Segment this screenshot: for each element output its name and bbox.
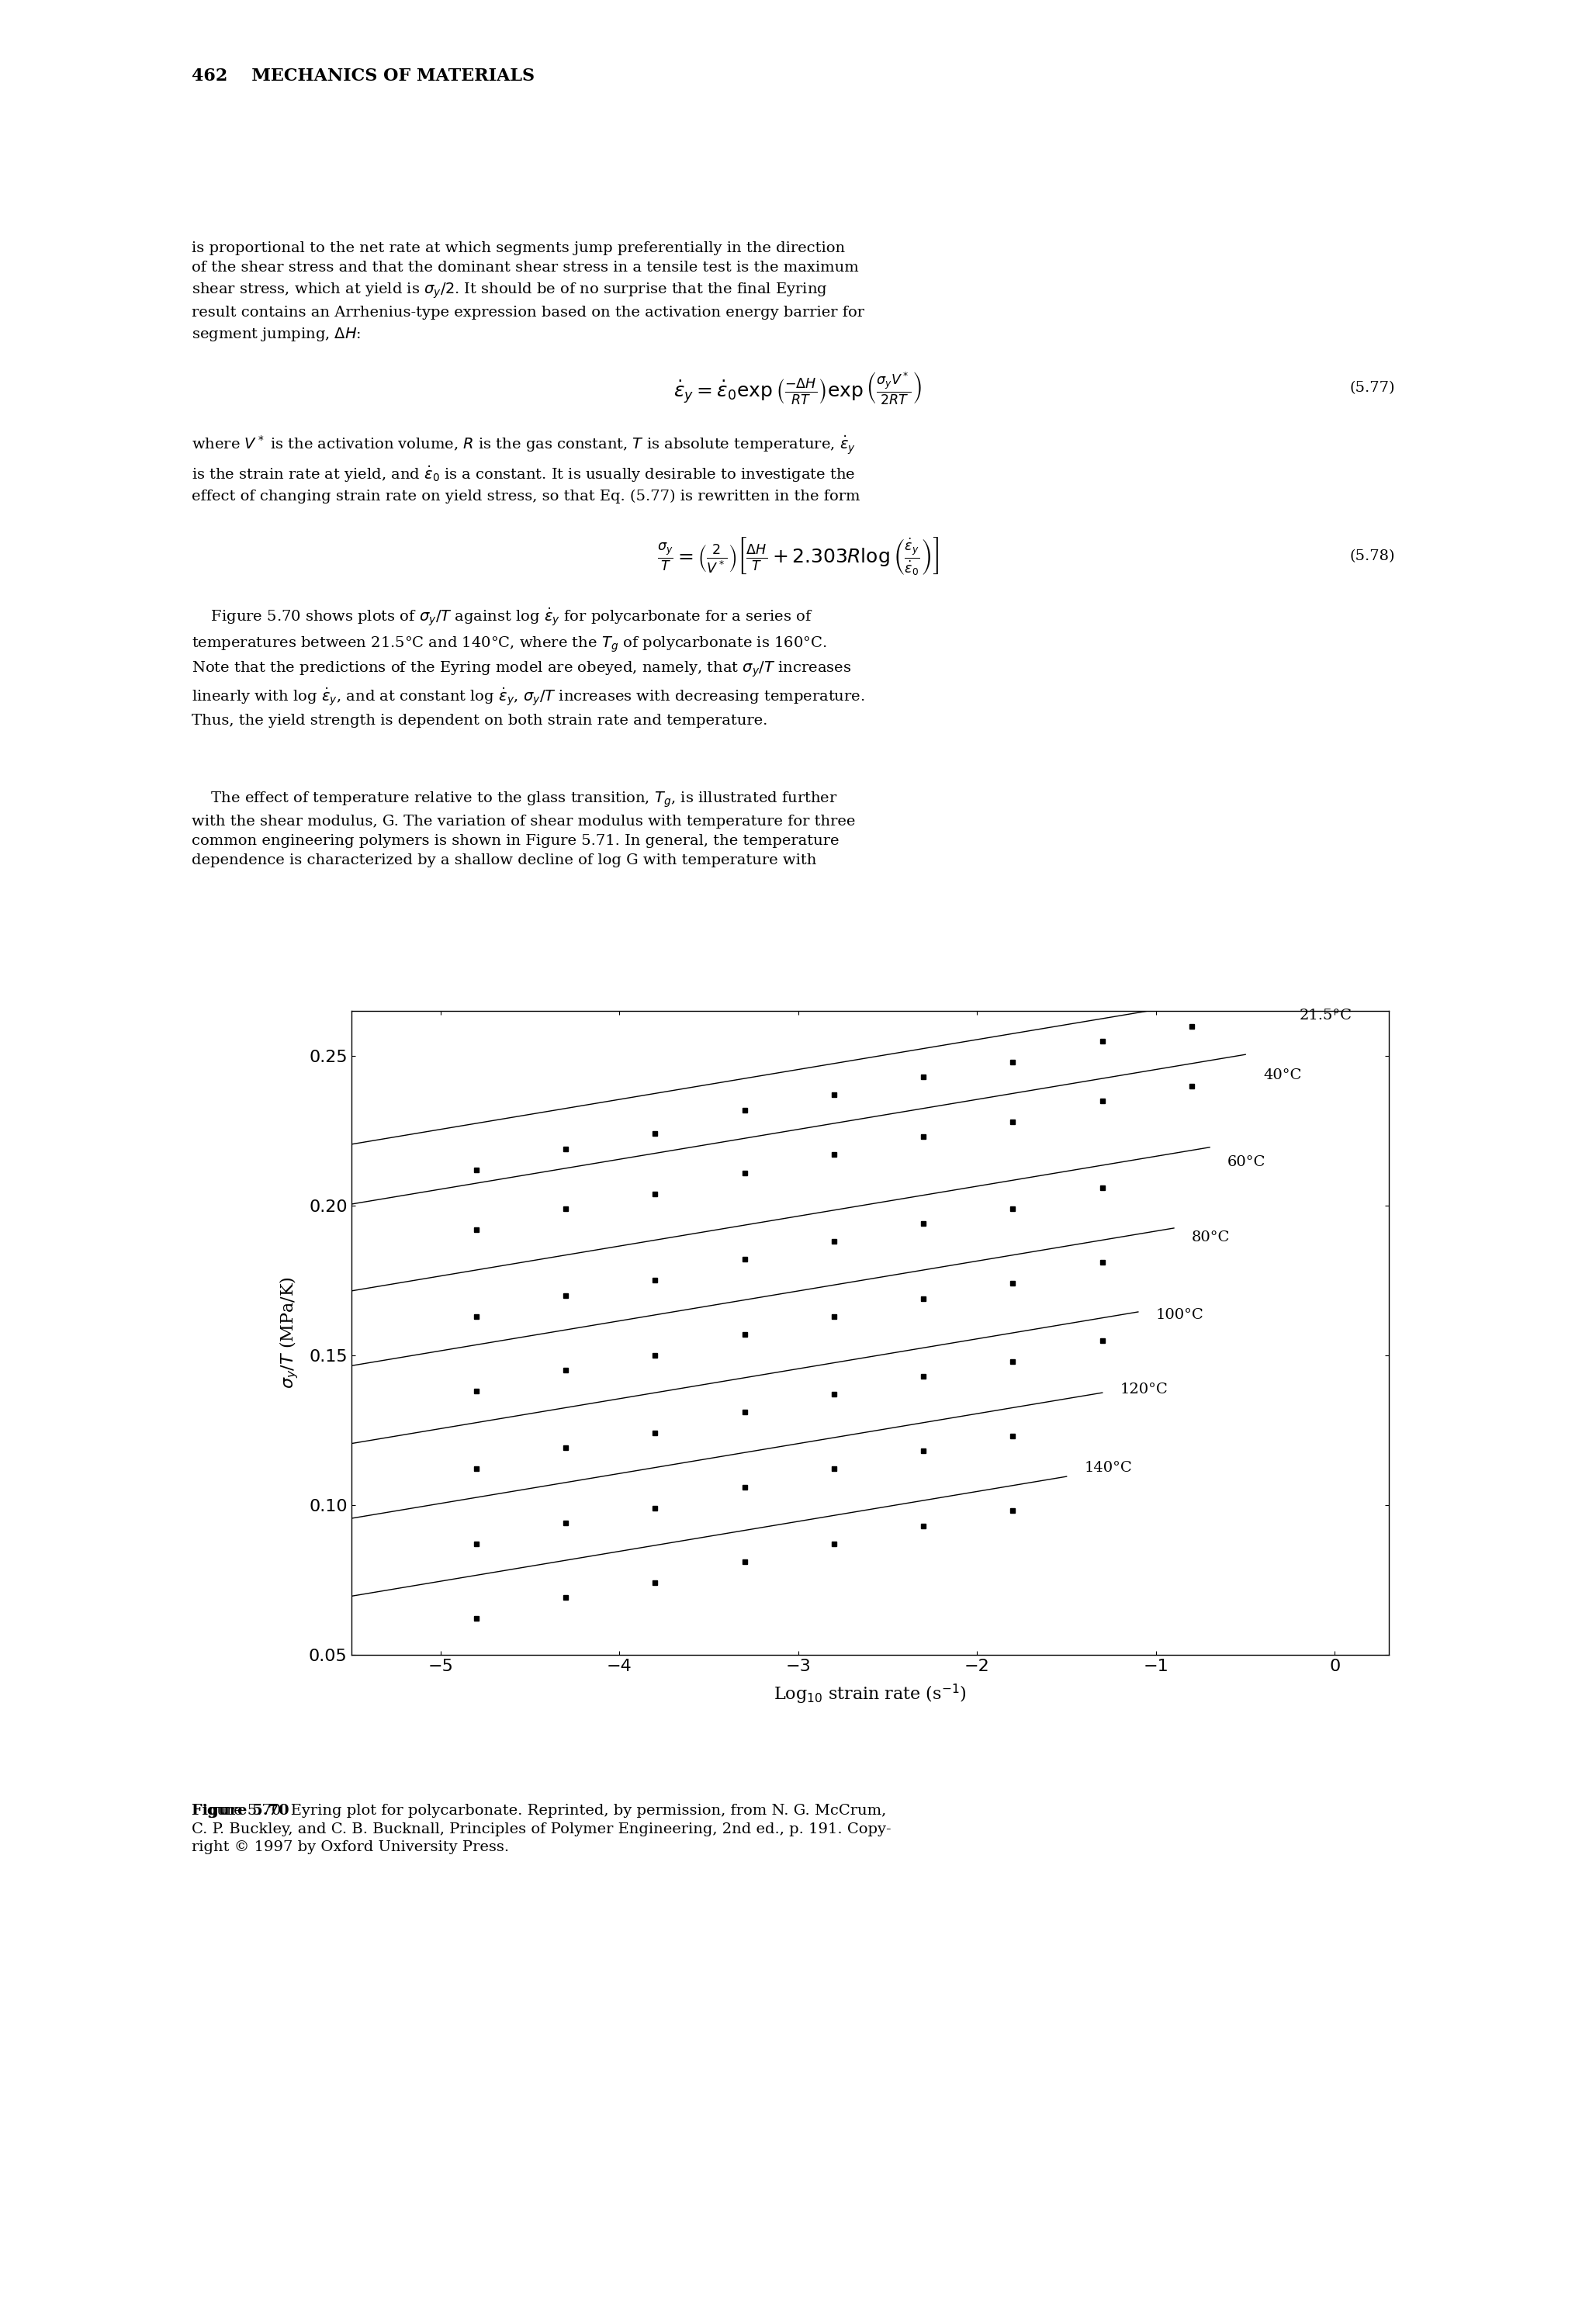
Text: 100°C: 100°C (1156, 1308, 1203, 1321)
Text: is proportional to the net rate at which segments jump preferentially in the dir: is proportional to the net rate at which… (192, 241, 863, 342)
X-axis label: Log$_{10}$ strain rate (s$^{-1}$): Log$_{10}$ strain rate (s$^{-1}$) (774, 1682, 966, 1705)
Text: 120°C: 120°C (1120, 1383, 1168, 1397)
Y-axis label: $\sigma_y/T$ (MPa/K): $\sigma_y/T$ (MPa/K) (278, 1278, 300, 1388)
Text: 140°C: 140°C (1084, 1462, 1133, 1475)
Text: 21.5°C: 21.5°C (1299, 1009, 1352, 1023)
Text: $\frac{\sigma_y}{T} = \left(\frac{2}{V^*}\right)\left[\frac{\Delta H}{T} + 2.303: $\frac{\sigma_y}{T} = \left(\frac{2}{V^*… (658, 535, 938, 577)
Text: (5.77): (5.77) (1350, 381, 1395, 395)
Text: Figure 5.70: Figure 5.70 (192, 1804, 289, 1818)
Text: Figure 5.70  Eyring plot for polycarbonate. Reprinted, by permission, from N. G.: Figure 5.70 Eyring plot for polycarbonat… (192, 1804, 891, 1854)
Text: Figure 5.70 shows plots of $\sigma_y/T$ against log $\dot{\varepsilon}_y$ for po: Figure 5.70 shows plots of $\sigma_y/T$ … (192, 607, 865, 728)
Text: The effect of temperature relative to the glass transition, $T_g$, is illustrate: The effect of temperature relative to th… (192, 791, 855, 869)
Text: $\dot{\varepsilon}_y = \dot{\varepsilon}_0 \exp\left(\frac{-\Delta H}{RT}\right): $\dot{\varepsilon}_y = \dot{\varepsilon}… (674, 370, 922, 407)
Text: (5.78): (5.78) (1350, 549, 1395, 563)
Text: 60°C: 60°C (1227, 1156, 1266, 1170)
Text: where $V^*$ is the activation volume, $R$ is the gas constant, $T$ is absolute t: where $V^*$ is the activation volume, $R… (192, 434, 860, 503)
Text: 80°C: 80°C (1192, 1229, 1231, 1243)
Text: 40°C: 40°C (1264, 1069, 1302, 1082)
Text: 462    MECHANICS OF MATERIALS: 462 MECHANICS OF MATERIALS (192, 67, 535, 85)
